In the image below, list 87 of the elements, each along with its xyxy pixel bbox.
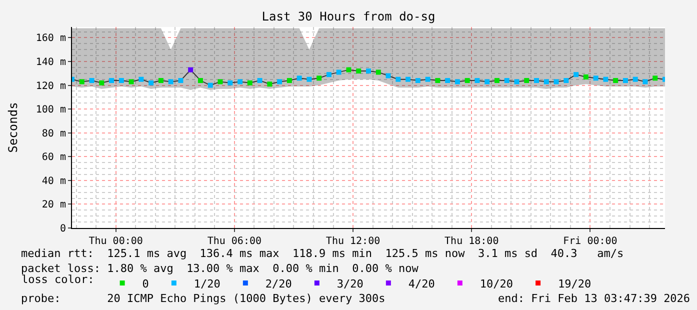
point	[564, 78, 569, 84]
y-tick-label: 60 m	[42, 152, 66, 164]
point	[148, 80, 154, 86]
point	[356, 68, 362, 74]
point	[336, 70, 342, 75]
point	[593, 76, 598, 81]
legend-label: 1/20	[194, 277, 220, 290]
text: end: Fri Feb 13 03:47:39 2026	[498, 292, 690, 305]
point	[514, 79, 520, 84]
point	[267, 82, 272, 87]
y-tick-label: 100 m	[36, 104, 66, 116]
legend-label: 10/20	[480, 277, 514, 290]
point	[79, 79, 84, 84]
y-tick-label: 160 m	[36, 33, 66, 44]
point	[524, 78, 530, 84]
text: probe: 20 ICMP Echo Pings (1000 Bytes) every 300s	[21, 292, 386, 305]
point	[277, 79, 282, 84]
point	[218, 79, 223, 84]
point	[316, 76, 322, 81]
point	[109, 78, 114, 84]
point	[504, 78, 510, 84]
point	[396, 76, 401, 82]
point	[366, 68, 371, 74]
point	[642, 79, 648, 84]
y-tick-label: 40 m	[42, 176, 66, 187]
x-tick-label: Thu 06:00	[207, 236, 262, 247]
x-tick-label: Thu 12:00	[326, 236, 380, 247]
point	[464, 78, 470, 84]
point	[603, 76, 608, 82]
point	[296, 76, 302, 81]
point	[415, 78, 420, 84]
legend-label: 19/20	[558, 277, 592, 290]
legend-label: 0	[142, 277, 149, 290]
point	[238, 79, 243, 84]
point	[247, 80, 252, 86]
legend-label: 4/20	[408, 277, 435, 290]
point	[554, 79, 559, 84]
point	[574, 72, 579, 78]
point	[484, 79, 490, 84]
point	[406, 76, 411, 82]
point	[445, 78, 450, 84]
legend-title: loss color:	[21, 272, 94, 286]
legend-label: 3/20	[336, 277, 364, 290]
y-axis-title: Seconds	[6, 102, 20, 153]
x-tick-label: Thu 18:00	[444, 236, 499, 247]
text: median rtt: 125.1 ms avg 136.4 ms max 118.9 ms min 125.5 ms now 3.1 ms sd 40.3 am/s	[21, 247, 624, 260]
x-tick-label: Thu 00:00	[88, 236, 143, 247]
point	[118, 78, 124, 84]
point	[168, 79, 174, 84]
x-tick-label: Fri 00:00	[563, 236, 618, 247]
point	[306, 76, 312, 82]
point	[425, 76, 430, 82]
y-tick-label: 120 m	[36, 80, 66, 92]
point	[198, 78, 203, 84]
point	[228, 80, 233, 86]
point	[286, 78, 292, 84]
point	[632, 76, 638, 82]
point	[613, 78, 618, 84]
point	[544, 79, 549, 84]
point	[622, 78, 628, 84]
point	[99, 80, 104, 86]
point	[435, 78, 440, 84]
legend-label: 2/20	[265, 277, 292, 290]
point	[178, 78, 184, 84]
point	[534, 78, 540, 84]
y-tick-label: 20 m	[42, 200, 66, 211]
point	[257, 78, 262, 84]
point	[158, 78, 164, 84]
point	[474, 78, 480, 84]
point	[386, 73, 391, 78]
point	[89, 78, 94, 84]
point	[494, 78, 500, 84]
chart-title: Last 30 Hours from do-sg	[262, 9, 436, 24]
point	[128, 79, 134, 84]
point	[652, 76, 658, 81]
y-tick-label: 80 m	[42, 128, 66, 140]
y-tick-label: 0	[60, 224, 66, 234]
point	[454, 79, 460, 84]
point	[376, 70, 381, 75]
y-tick-label: 140 m	[36, 56, 66, 68]
point	[346, 67, 352, 72]
point	[188, 67, 194, 72]
point	[583, 74, 588, 80]
point	[138, 76, 144, 82]
point	[208, 82, 213, 88]
point	[326, 72, 332, 78]
text: packet loss: 1.80 % avg 13.00 % max 0.00 % min 0.00 % now	[21, 262, 419, 275]
